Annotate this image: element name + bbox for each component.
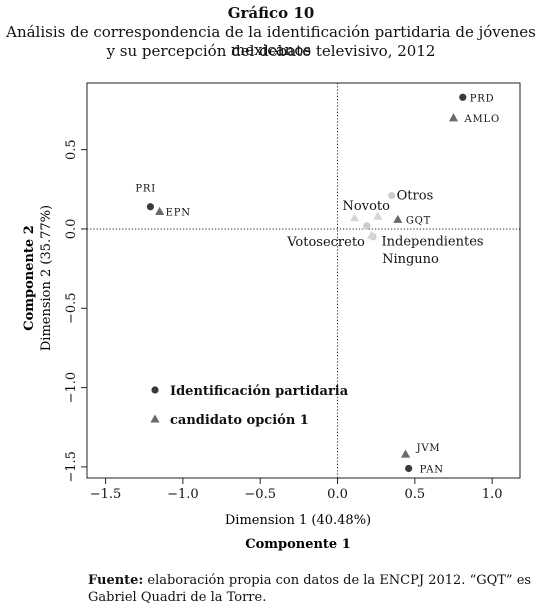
y-tick-label: −1.0 [64,372,79,404]
point-label-ninguno: Ninguno [382,252,439,267]
point-epn [155,206,165,215]
x-tick-label: 0.0 [327,487,348,502]
point-novoto [349,213,360,222]
x-tick-label: 1.0 [482,487,503,502]
point-label-pri: PRI [135,184,156,195]
legend-label-0: Identificación partidaria [170,384,349,399]
point-label-independientes: Independientes [382,234,484,249]
y-axis-title: Componente 2 [22,225,37,331]
point-label-amlo: AMLO [464,114,501,125]
y-tick-label: 0.0 [64,219,79,240]
point-label-jvm: JVM [416,443,441,454]
legend-label-1: candidato opción 1 [170,413,309,428]
point-label-gqt: GQT [406,215,431,226]
chart-number: Gráfico 10 [227,4,315,22]
point-label-prd: PRD [470,93,495,104]
point-unlabeled-3-1 [373,211,383,220]
chart-title-line-1: Análisis de correspondencia de la identi… [6,23,536,59]
chart-title-line-2: y su percepción del debate televisivo, 2… [106,42,436,60]
point-label-otros: Otros [397,189,434,204]
point-label-novoto: Novoto [343,199,391,214]
point-pan [405,464,413,473]
x-tick-label: 0.5 [404,487,425,502]
point-independientes [366,230,377,239]
source-label: Fuente: [88,573,144,588]
point-label-epn: EPN [166,207,191,218]
point-gqt [393,214,403,223]
point-otros [388,192,396,200]
point-prd [459,93,467,101]
y-axis-label: Dimension 2 (35.77%) [39,205,54,351]
x-axis-title: Componente 1 [245,537,351,552]
legend-marker-circle [151,386,159,394]
point-votosecreto [363,222,371,230]
plot-frame [86,82,521,479]
x-tick-label: −1.5 [90,487,122,502]
point-amlo [448,113,459,122]
point-pri [146,203,155,211]
point-label-pan: PAN [420,464,444,475]
y-tick-label: 0.5 [64,139,79,160]
x-tick-label: −1.0 [167,487,199,502]
point-label-votosecreto: Votosecreto [286,235,365,250]
x-axis-label: Dimension 1 (40.48%) [225,513,371,528]
legend-marker-triangle [150,414,160,423]
x-tick-label: −0.5 [244,487,276,502]
y-tick-label: −0.5 [64,292,79,324]
source-note: Fuente: elaboración propia con datos de … [88,572,540,606]
source-text: elaboración propia con datos de la ENCPJ… [88,573,532,605]
point-jvm [400,449,411,458]
y-tick-label: −1.5 [64,451,79,483]
